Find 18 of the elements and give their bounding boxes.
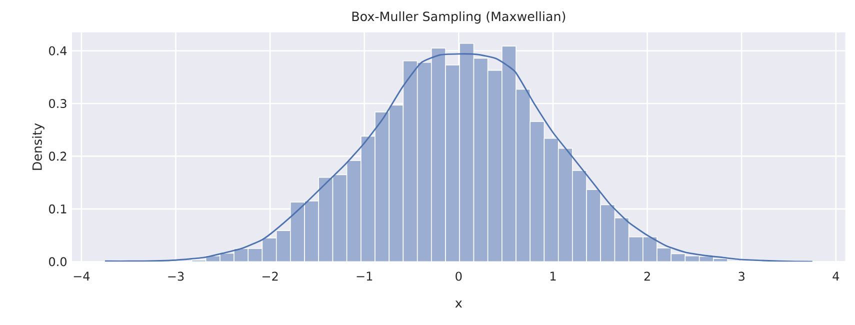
x-axis-title: x <box>455 300 462 308</box>
x-tick-label: 3 <box>738 272 744 281</box>
chart-title: Box-Muller Sampling (Maxwellian) <box>352 11 566 24</box>
y-tick-label: 0.3 <box>49 98 66 108</box>
x-tick-label: 2 <box>644 272 650 281</box>
x-tick-label: −1 <box>356 272 372 280</box>
x-tick-label: 1 <box>550 272 556 280</box>
y-tick-label: 0.1 <box>49 204 66 214</box>
x-tick-label: 0 <box>456 272 462 281</box>
y-tick-label: 0.4 <box>49 46 67 56</box>
y-axis-title: Density <box>32 123 44 170</box>
x-tick-label: −2 <box>262 272 278 281</box>
x-tick-label: −4 <box>74 272 90 280</box>
line-series <box>104 53 814 262</box>
y-tick-label: 0.2 <box>49 152 66 161</box>
x-tick-label: −3 <box>168 272 184 281</box>
x-tick-label: 4 <box>832 272 840 280</box>
y-tick-label: 0.0 <box>49 257 66 266</box>
